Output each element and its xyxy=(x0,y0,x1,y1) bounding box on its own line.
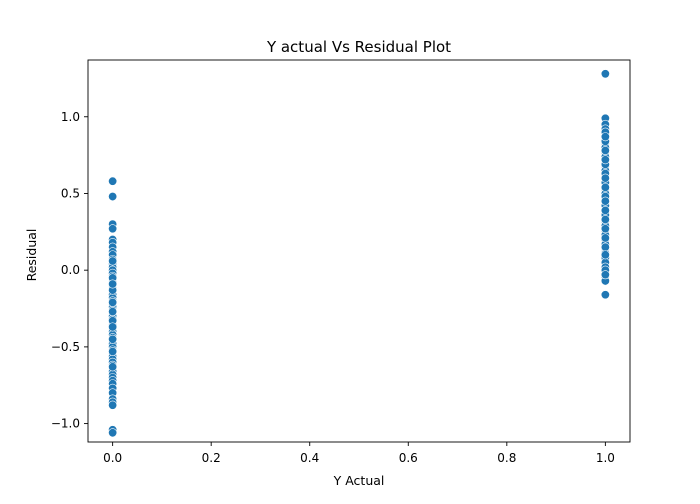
scatter-point xyxy=(108,400,118,410)
scatter-point xyxy=(600,155,610,165)
scatter-point xyxy=(108,346,118,356)
scatter-point xyxy=(108,334,118,344)
scatter-point xyxy=(600,173,610,183)
scatter-point xyxy=(108,224,118,234)
scatter-point xyxy=(600,242,610,252)
scatter-point xyxy=(600,146,610,156)
scatter-point xyxy=(600,233,610,243)
x-axis: 0.0 0.2 0.4 0.6 0.8 1.0 xyxy=(103,442,615,465)
scatter-point xyxy=(108,428,118,438)
scatter-point xyxy=(108,322,118,332)
scatter-point xyxy=(108,279,118,289)
y-tick-label: 0.5 xyxy=(61,186,80,200)
y-tick-label: −1.0 xyxy=(51,417,80,431)
scatter-point xyxy=(600,132,610,142)
scatter-point xyxy=(108,176,118,186)
x-tick-label: 0.0 xyxy=(103,451,122,465)
y-tick-label: 1.0 xyxy=(61,110,80,124)
x-tick-label: 0.4 xyxy=(300,451,319,465)
chart-title: Y actual Vs Residual Plot xyxy=(266,38,451,56)
points-layer xyxy=(108,69,610,438)
scatter-point xyxy=(600,270,610,280)
scatter-point xyxy=(108,192,118,202)
scatter-point xyxy=(108,307,118,317)
scatter-point xyxy=(600,215,610,225)
x-tick-label: 0.6 xyxy=(399,451,418,465)
scatter-point xyxy=(600,224,610,234)
scatter-point xyxy=(600,205,610,215)
x-axis-label: Y Actual xyxy=(333,473,385,488)
y-tick-label: 0.0 xyxy=(61,263,80,277)
plot-frame xyxy=(87,59,631,443)
x-tick-label: 0.2 xyxy=(202,451,221,465)
x-tick-label: 1.0 xyxy=(596,451,615,465)
scatter-point xyxy=(108,297,118,307)
scatter-point xyxy=(108,362,118,372)
y-axis: −1.0 −0.5 0.0 0.5 1.0 xyxy=(51,110,88,431)
x-tick-label: 0.8 xyxy=(497,451,516,465)
scatter-point xyxy=(600,250,610,260)
y-tick-label: −0.5 xyxy=(51,340,80,354)
scatter-point xyxy=(600,182,610,192)
scatter-point xyxy=(600,290,610,300)
y-axis-label: Residual xyxy=(24,229,39,282)
scatter-point xyxy=(600,69,610,79)
scatter-point xyxy=(600,196,610,206)
scatter-point xyxy=(108,256,118,266)
